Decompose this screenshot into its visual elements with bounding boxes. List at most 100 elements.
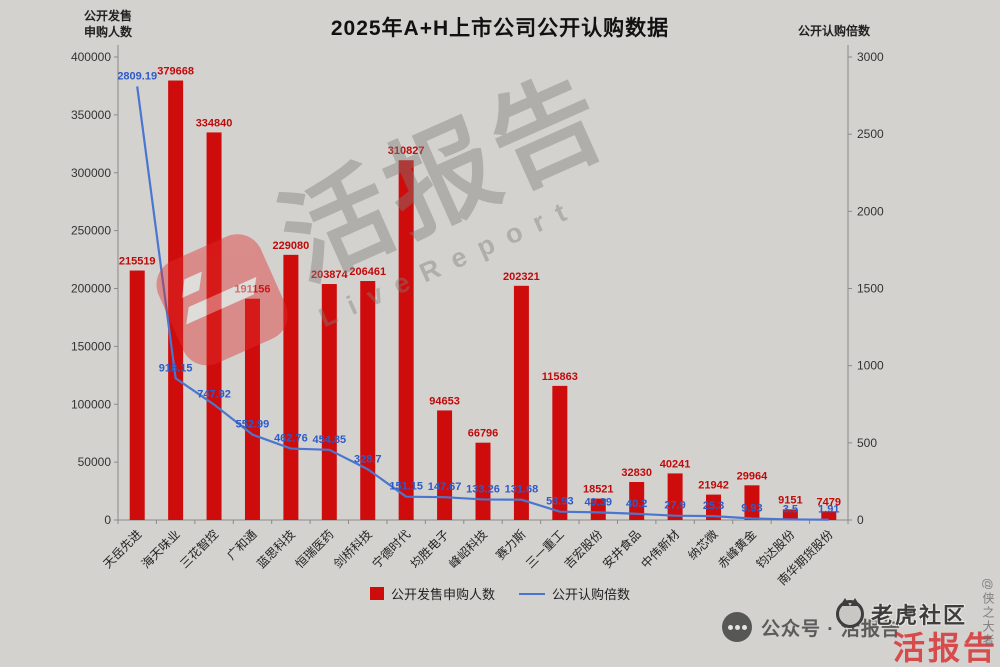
line-value-label: 151.15 xyxy=(389,481,423,493)
line-value-label: 747.92 xyxy=(197,389,231,401)
x-tick-label: 赤峰黄金 xyxy=(715,527,760,572)
x-tick-label: 三一重工 xyxy=(523,527,567,571)
left-axis-title-line2: 申购人数 xyxy=(84,25,133,39)
line-value-label: 25.3 xyxy=(703,500,724,512)
bar xyxy=(821,511,837,520)
right-tick-label: 0 xyxy=(857,513,864,527)
line-value-label: 454.85 xyxy=(312,434,346,446)
right-tick-label: 1500 xyxy=(857,282,884,296)
line-value-label: 462.76 xyxy=(274,433,308,445)
bar-value-label: 94653 xyxy=(429,395,460,407)
bar-value-label: 334840 xyxy=(196,117,233,129)
bar-value-label: 9151 xyxy=(778,494,802,506)
line-value-label: 133.26 xyxy=(466,483,500,495)
bar-value-label: 379668 xyxy=(157,66,194,78)
bar xyxy=(629,481,645,520)
right-tick-label: 1000 xyxy=(857,359,884,373)
left-tick-label: 250000 xyxy=(71,224,111,238)
bar xyxy=(590,498,606,520)
bar xyxy=(321,284,337,520)
bar xyxy=(513,285,529,520)
x-tick-label: 赛力斯 xyxy=(492,527,528,563)
left-tick-label: 100000 xyxy=(71,397,111,411)
bar xyxy=(782,509,798,520)
chart-title: 2025年A+H上市公司公开认购数据 xyxy=(330,17,670,40)
right-tick-label: 2000 xyxy=(857,204,884,218)
bar xyxy=(283,254,299,520)
corner-stamp-watermark: 活报告 xyxy=(892,630,998,666)
line-swatch-icon xyxy=(519,592,545,595)
bar-value-label: 32830 xyxy=(621,467,652,479)
author-handle-watermark: @侠之大者 xyxy=(981,578,995,649)
line-value-label: 552.99 xyxy=(236,419,270,431)
left-tick-label: 300000 xyxy=(71,166,111,180)
x-tick-label: 蓝思科技 xyxy=(254,527,298,571)
bar-value-label: 66796 xyxy=(468,428,499,440)
bar-value-label: 21942 xyxy=(698,480,729,492)
line-value-label: 147.67 xyxy=(428,481,462,493)
x-tick-label: 安井食品 xyxy=(599,527,644,572)
legend-item-line: 公开认购倍数 xyxy=(519,584,630,603)
bar-value-label: 229080 xyxy=(273,240,310,252)
x-tick-label: 恒瑞医药 xyxy=(293,527,337,571)
bar xyxy=(667,473,683,520)
line-value-label: 328.7 xyxy=(354,453,382,465)
line-value-label: 27.9 xyxy=(664,500,685,512)
wechat-account-watermark: 公众号 · 活报告 xyxy=(722,612,901,642)
bar-value-label: 191156 xyxy=(234,284,270,296)
bar xyxy=(360,281,376,520)
x-tick-label: 海天味业 xyxy=(138,527,183,572)
wechat-account-label: 公众号 · 活报告 xyxy=(761,618,901,640)
bar-value-label: 18521 xyxy=(583,484,614,496)
x-tick-label: 三花智控 xyxy=(177,527,222,572)
bar xyxy=(398,160,414,520)
x-tick-label: 中伟新材 xyxy=(638,527,683,572)
bar-value-label: 203874 xyxy=(311,269,349,281)
line-value-label: 53.93 xyxy=(546,496,574,508)
bar-swatch-icon xyxy=(369,587,384,600)
x-tick-label: 剑桥科技 xyxy=(330,527,375,572)
line-series xyxy=(136,86,829,521)
bar xyxy=(206,132,222,520)
bar-value-label: 310827 xyxy=(388,145,425,157)
legend-line-label: 公开认购倍数 xyxy=(552,587,631,602)
x-tick-label: 均胜电子 xyxy=(407,527,452,572)
left-axis-title-line1: 公开发售 xyxy=(84,9,133,23)
tiger-icon xyxy=(836,598,864,628)
left-tick-label: 350000 xyxy=(71,108,111,122)
wechat-icon xyxy=(722,612,752,642)
left-tick-label: 0 xyxy=(104,513,111,527)
tiger-community-label: 老虎社区 xyxy=(871,603,968,628)
x-tick-label: 纳芯微 xyxy=(685,527,720,562)
tiger-community-watermark: 老虎社区 xyxy=(836,598,967,630)
line-value-label: 9.93 xyxy=(741,502,762,514)
bar-value-label: 115863 xyxy=(542,371,578,383)
legend-item-bar: 公开发售申购人数 xyxy=(369,584,495,603)
right-tick-label: 500 xyxy=(857,436,877,450)
right-tick-label: 3000 xyxy=(857,50,884,64)
x-tick-label: 宁德时代 xyxy=(369,527,414,572)
right-axis-title: 公开认购倍数 xyxy=(798,24,871,38)
left-tick-label: 400000 xyxy=(71,50,111,64)
bar xyxy=(437,410,453,520)
bar xyxy=(244,298,260,520)
left-tick-label: 150000 xyxy=(71,339,111,353)
left-tick-label: 200000 xyxy=(71,282,111,296)
x-tick-label: 天岳先进 xyxy=(100,527,144,571)
bar xyxy=(475,442,491,520)
bar xyxy=(129,270,145,520)
legend-bar-label: 公开发售申购人数 xyxy=(390,587,495,602)
line-value-label: 918.15 xyxy=(159,362,193,374)
bar-value-label: 40241 xyxy=(660,458,691,470)
bar-value-label: 7479 xyxy=(817,496,841,508)
line-value-label: 49.39 xyxy=(584,496,612,508)
bar xyxy=(744,485,760,520)
bar-value-label: 202321 xyxy=(503,271,540,283)
left-axis-title: 公开发售 申购人数 xyxy=(84,8,132,40)
bar xyxy=(552,385,568,520)
line-value-label: 131.68 xyxy=(505,484,539,496)
bar-value-label: 29964 xyxy=(737,470,768,482)
x-tick-label: 广和通 xyxy=(224,527,259,562)
